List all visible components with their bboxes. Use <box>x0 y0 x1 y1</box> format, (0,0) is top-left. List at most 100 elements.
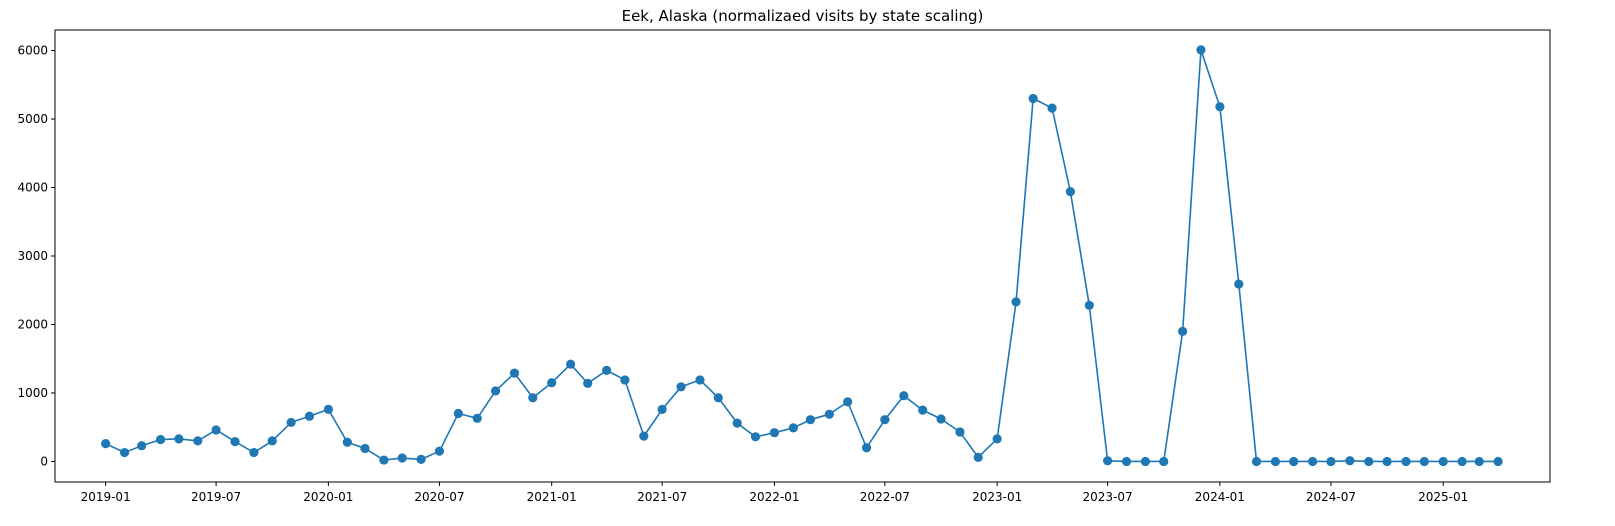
x-tick-label: 2019-07 <box>191 490 241 504</box>
data-point <box>547 378 557 388</box>
data-point <box>1103 456 1113 466</box>
data-point <box>657 404 667 415</box>
y-tick-label: 3000 <box>17 249 48 263</box>
plot-frame <box>54 29 1551 483</box>
data-point <box>304 411 315 421</box>
data-point <box>193 436 203 446</box>
x-tick-label: 2021-01 <box>527 490 577 504</box>
data-point <box>267 436 277 446</box>
y-tick-label: 0 <box>40 454 48 468</box>
data-point <box>1178 326 1188 336</box>
x-tick-label: 2024-07 <box>1306 490 1356 504</box>
x-tick-label: 2022-01 <box>749 490 799 504</box>
data-point <box>620 375 630 385</box>
data-point <box>583 378 593 388</box>
x-tick-label: 2020-07 <box>414 490 464 504</box>
data-point <box>695 375 705 385</box>
data-point <box>639 431 649 441</box>
y-axis: 0 1000 2000 3000 4000 5000 6000 <box>17 44 55 468</box>
data-point <box>1457 456 1467 467</box>
data-point <box>1215 102 1225 112</box>
data-point <box>434 446 445 456</box>
data-point <box>899 391 909 401</box>
data-point <box>1140 456 1151 467</box>
data-point <box>769 428 780 438</box>
data-point <box>1011 297 1021 307</box>
x-axis: 2019-01 2019-07 2020-01 2020-07 2021-01 2021-… <box>81 482 1468 504</box>
data-point <box>397 453 407 463</box>
data-point <box>379 455 389 465</box>
x-tick-label: 2021-07 <box>637 490 687 504</box>
chart-title: Eek, Alaska (normalizaed visits by state… <box>622 7 984 25</box>
y-tick-label: 4000 <box>17 181 48 195</box>
x-tick-label: 2022-07 <box>860 490 910 504</box>
data-point <box>973 452 983 462</box>
data-point <box>342 437 352 447</box>
data-point <box>1308 456 1318 467</box>
data-point <box>416 454 426 464</box>
x-tick-label: 2020-01 <box>303 490 353 504</box>
data-point <box>824 409 834 419</box>
x-tick-label: 2019-01 <box>81 490 131 504</box>
data-point <box>101 439 111 449</box>
data-point <box>323 404 333 415</box>
y-tick-label: 6000 <box>17 44 48 58</box>
data-point <box>843 397 853 407</box>
data-point <box>1084 300 1094 310</box>
y-tick-label: 1000 <box>17 386 48 400</box>
x-tick-label: 2023-07 <box>1083 490 1133 504</box>
data-point <box>1382 456 1392 467</box>
data-point <box>805 415 816 425</box>
data-point <box>1438 456 1448 467</box>
data-point <box>1270 456 1281 467</box>
data-point <box>1474 456 1484 467</box>
data-point <box>1289 456 1299 467</box>
data-point <box>490 386 501 396</box>
y-tick-label: 2000 <box>17 317 48 331</box>
data-point <box>1159 456 1169 467</box>
data-point <box>676 382 686 392</box>
data-point <box>732 418 742 428</box>
data-point <box>119 447 130 458</box>
data-point <box>1028 93 1038 104</box>
data-point <box>992 434 1002 444</box>
data-point <box>1326 456 1336 467</box>
data-point <box>286 417 296 428</box>
data-point <box>713 393 723 403</box>
data-point <box>602 365 612 375</box>
data-point <box>230 436 240 447</box>
data-point <box>174 434 184 444</box>
data-point <box>918 405 928 415</box>
data-point <box>528 393 538 403</box>
series-line <box>105 49 1499 463</box>
data-point <box>1493 456 1503 467</box>
data-point <box>472 413 482 423</box>
y-tick-label: 5000 <box>17 112 48 126</box>
data-point <box>1251 456 1262 467</box>
x-tick-label: 2024-01 <box>1195 490 1245 504</box>
data-point <box>137 441 147 451</box>
data-point <box>1364 456 1374 467</box>
data-point <box>509 368 520 378</box>
x-tick-label: 2025-01 <box>1418 490 1468 504</box>
data-point <box>1065 187 1075 197</box>
data-point <box>1401 456 1411 467</box>
data-point <box>360 443 370 454</box>
data-point <box>955 427 965 437</box>
data-point <box>861 443 872 453</box>
data-point <box>1345 456 1355 466</box>
data-point <box>453 408 463 419</box>
x-tick-label: 2023-01 <box>972 490 1022 504</box>
data-point <box>880 415 890 425</box>
data-point <box>1196 45 1206 55</box>
data-point <box>566 359 576 369</box>
data-point <box>211 425 221 435</box>
data-point <box>1121 456 1132 467</box>
data-point <box>936 414 946 424</box>
data-point <box>1047 103 1057 113</box>
data-point <box>155 434 166 445</box>
data-point <box>1419 456 1429 467</box>
data-point <box>750 432 761 442</box>
